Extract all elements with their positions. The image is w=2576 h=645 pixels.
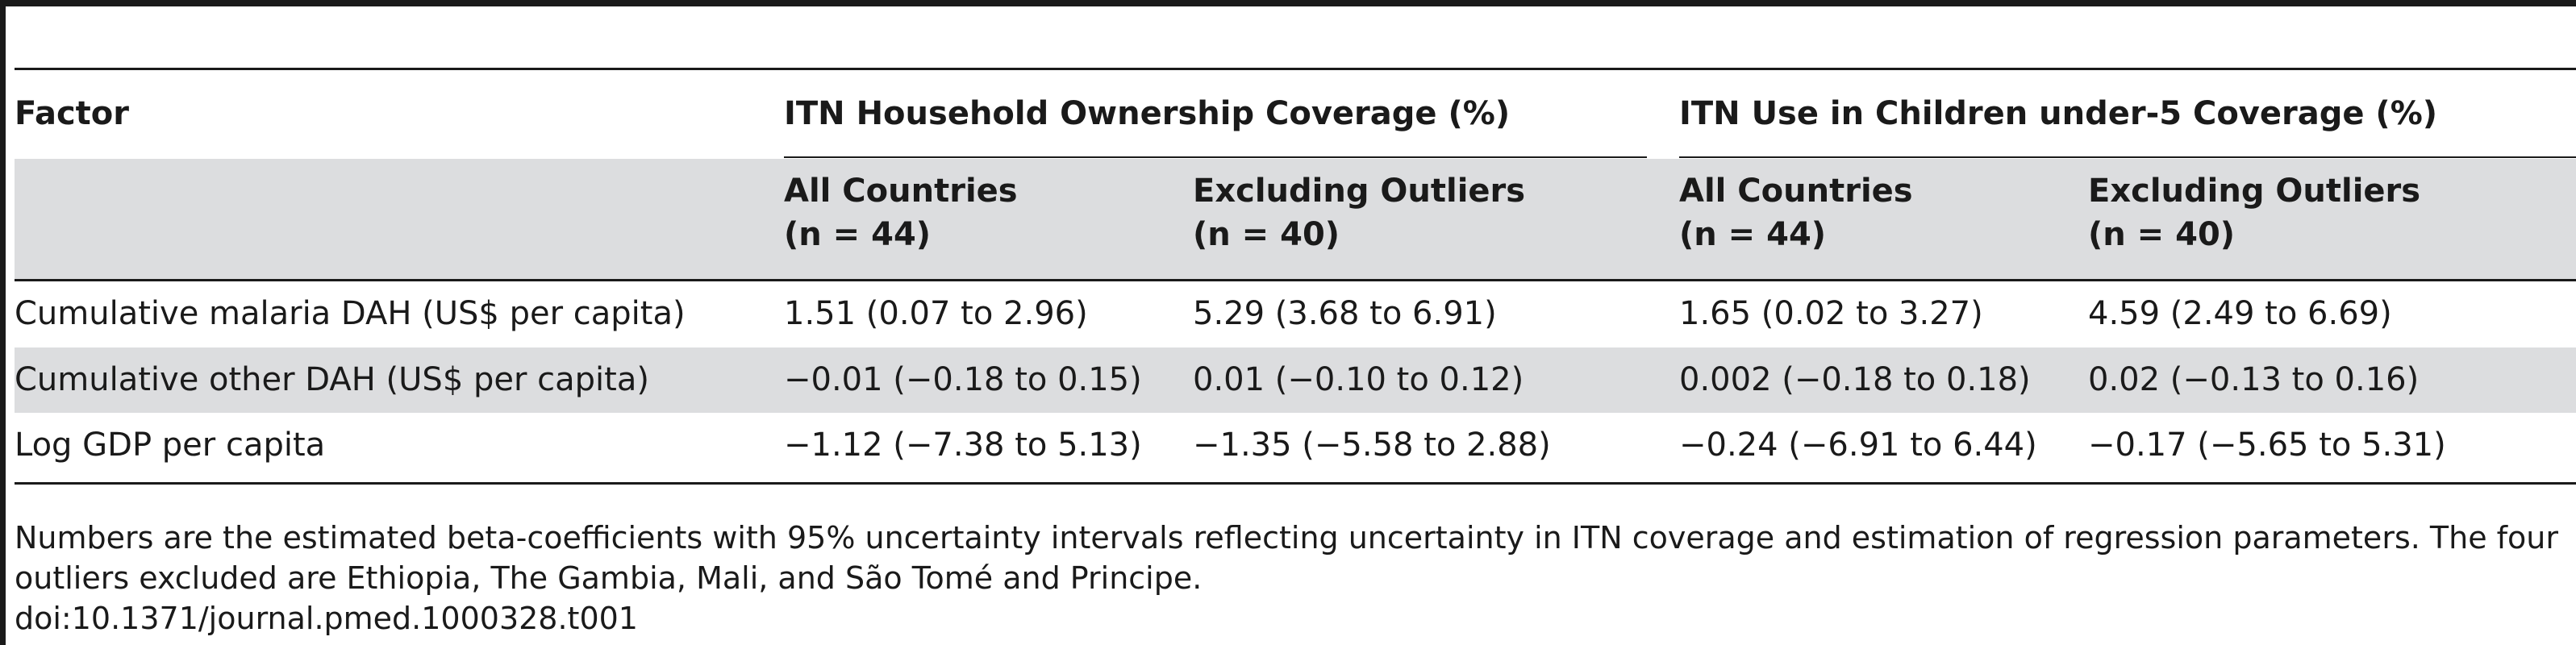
header-group-ownership: ITN Household Ownership Coverage (%) [784, 95, 1511, 132]
subheader-band [15, 159, 2576, 279]
table-top-rule [15, 68, 2576, 70]
table-cell: −1.12 (−7.38 to 5.13) [784, 427, 1142, 464]
subheader-excluding-outliers-use: Excluding Outliers (n = 40) [2088, 169, 2420, 256]
table-cell: 5.29 (3.68 to 6.91) [1193, 295, 1497, 332]
table-cell: 1.51 (0.07 to 2.96) [784, 295, 1088, 332]
table-cell: 0.02 (−0.13 to 0.16) [2088, 361, 2420, 398]
top-border [0, 0, 2576, 6]
subheader-excluding-outliers-ownership: Excluding Outliers (n = 40) [1193, 169, 1525, 256]
subheader-line1: All Countries [1679, 173, 1913, 210]
table-cell: −1.35 (−5.58 to 2.88) [1193, 427, 1551, 464]
doi-label: doi:10.1371/journal.pmed.1000328.t001 [15, 601, 638, 636]
header-factor: Factor [15, 95, 130, 132]
table-cell: 4.59 (2.49 to 6.69) [2088, 295, 2392, 332]
subheader-line1: Excluding Outliers [1193, 173, 1526, 210]
header-bottom-rule [15, 279, 2576, 281]
left-border [0, 0, 6, 645]
header-group-use: ITN Use in Children under-5 Coverage (%) [1679, 95, 2438, 132]
subheader-line2: (n = 40) [1193, 216, 1340, 253]
row-factor: Cumulative malaria DAH (US$ per capita) [15, 295, 686, 332]
subheader-line1: All Countries [784, 173, 1018, 210]
table-cell: −0.01 (−0.18 to 0.15) [784, 361, 1142, 398]
table-bottom-rule [15, 482, 2576, 485]
footnote-line1: Numbers are the estimated beta-coefficie… [15, 520, 2558, 556]
subheader-all-countries-ownership: All Countries (n = 44) [784, 169, 1018, 256]
table-cell: 0.002 (−0.18 to 0.18) [1679, 361, 2031, 398]
row-band [15, 347, 2576, 413]
subheader-all-countries-use: All Countries (n = 44) [1679, 169, 1913, 256]
table-cell: −0.24 (−6.91 to 6.44) [1679, 427, 2037, 464]
table-cell: −0.17 (−5.65 to 5.31) [2088, 427, 2446, 464]
subheader-line2: (n = 44) [1679, 216, 1827, 253]
table-cell: 1.65 (0.02 to 3.27) [1679, 295, 1983, 332]
row-factor: Log GDP per capita [15, 427, 326, 464]
table-cell: 0.01 (−0.10 to 0.12) [1193, 361, 1524, 398]
subheader-line2: (n = 44) [784, 216, 932, 253]
group-rule-ownership [784, 156, 1647, 158]
footnote-line2: outliers excluded are Ethiopia, The Gamb… [15, 560, 1203, 596]
subheader-line1: Excluding Outliers [2088, 173, 2421, 210]
row-factor: Cumulative other DAH (US$ per capita) [15, 361, 649, 398]
group-rule-use [1679, 156, 2576, 158]
subheader-line2: (n = 40) [2088, 216, 2236, 253]
